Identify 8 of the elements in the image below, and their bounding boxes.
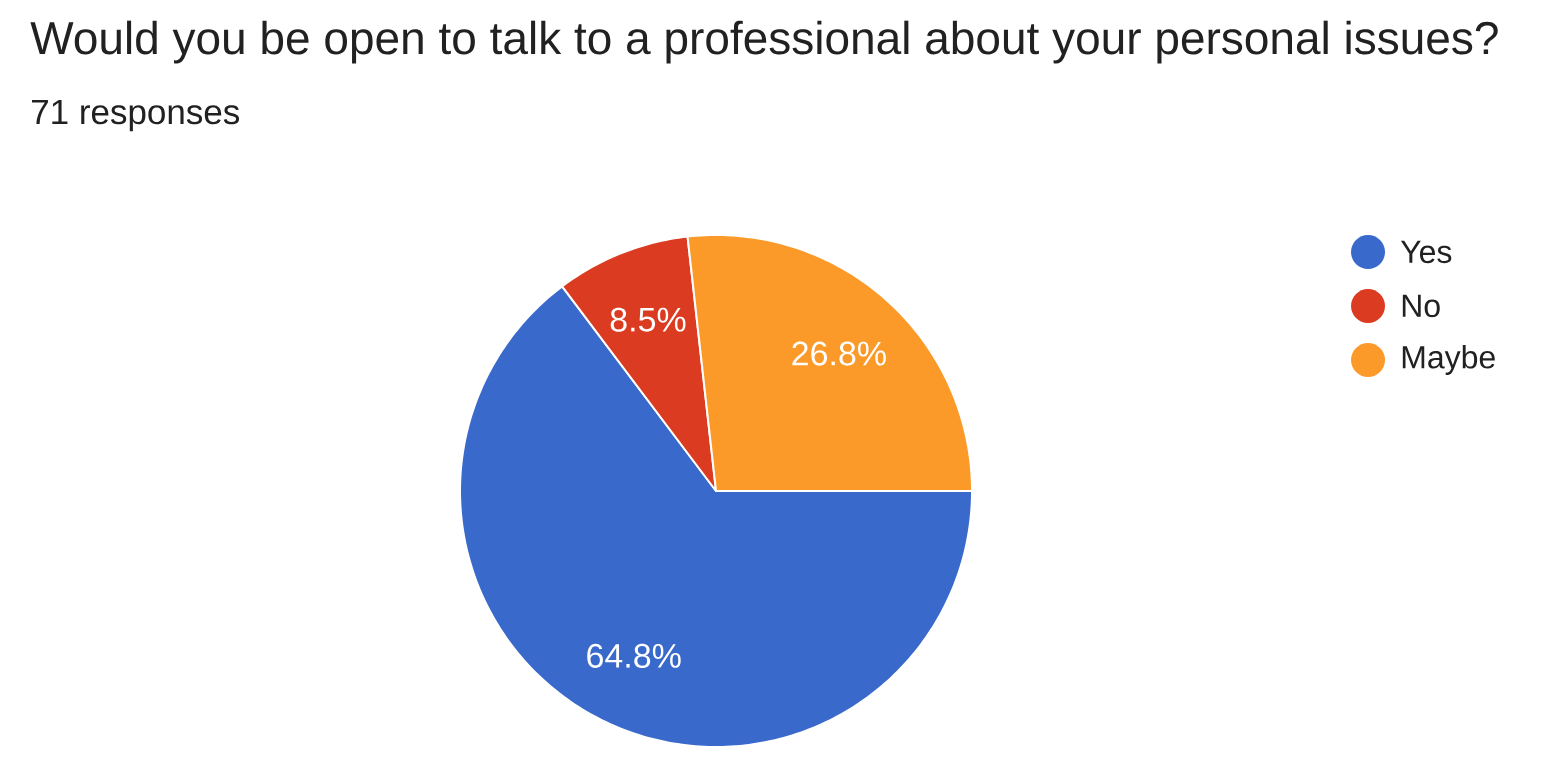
legend-label: No bbox=[1402, 294, 1440, 318]
text: 71 responses bbox=[32, 99, 240, 132]
legend-label: Maybe bbox=[1402, 345, 1495, 375]
data-label: 8.5% bbox=[610, 307, 686, 332]
chart-title: Would you be open to talk to a professional about your personal issues? bbox=[30, 20, 1498, 64]
data-label: 64.8% bbox=[587, 643, 681, 668]
data-label: 26.8% bbox=[792, 341, 886, 366]
legend-label: Yes bbox=[1400, 240, 1452, 264]
